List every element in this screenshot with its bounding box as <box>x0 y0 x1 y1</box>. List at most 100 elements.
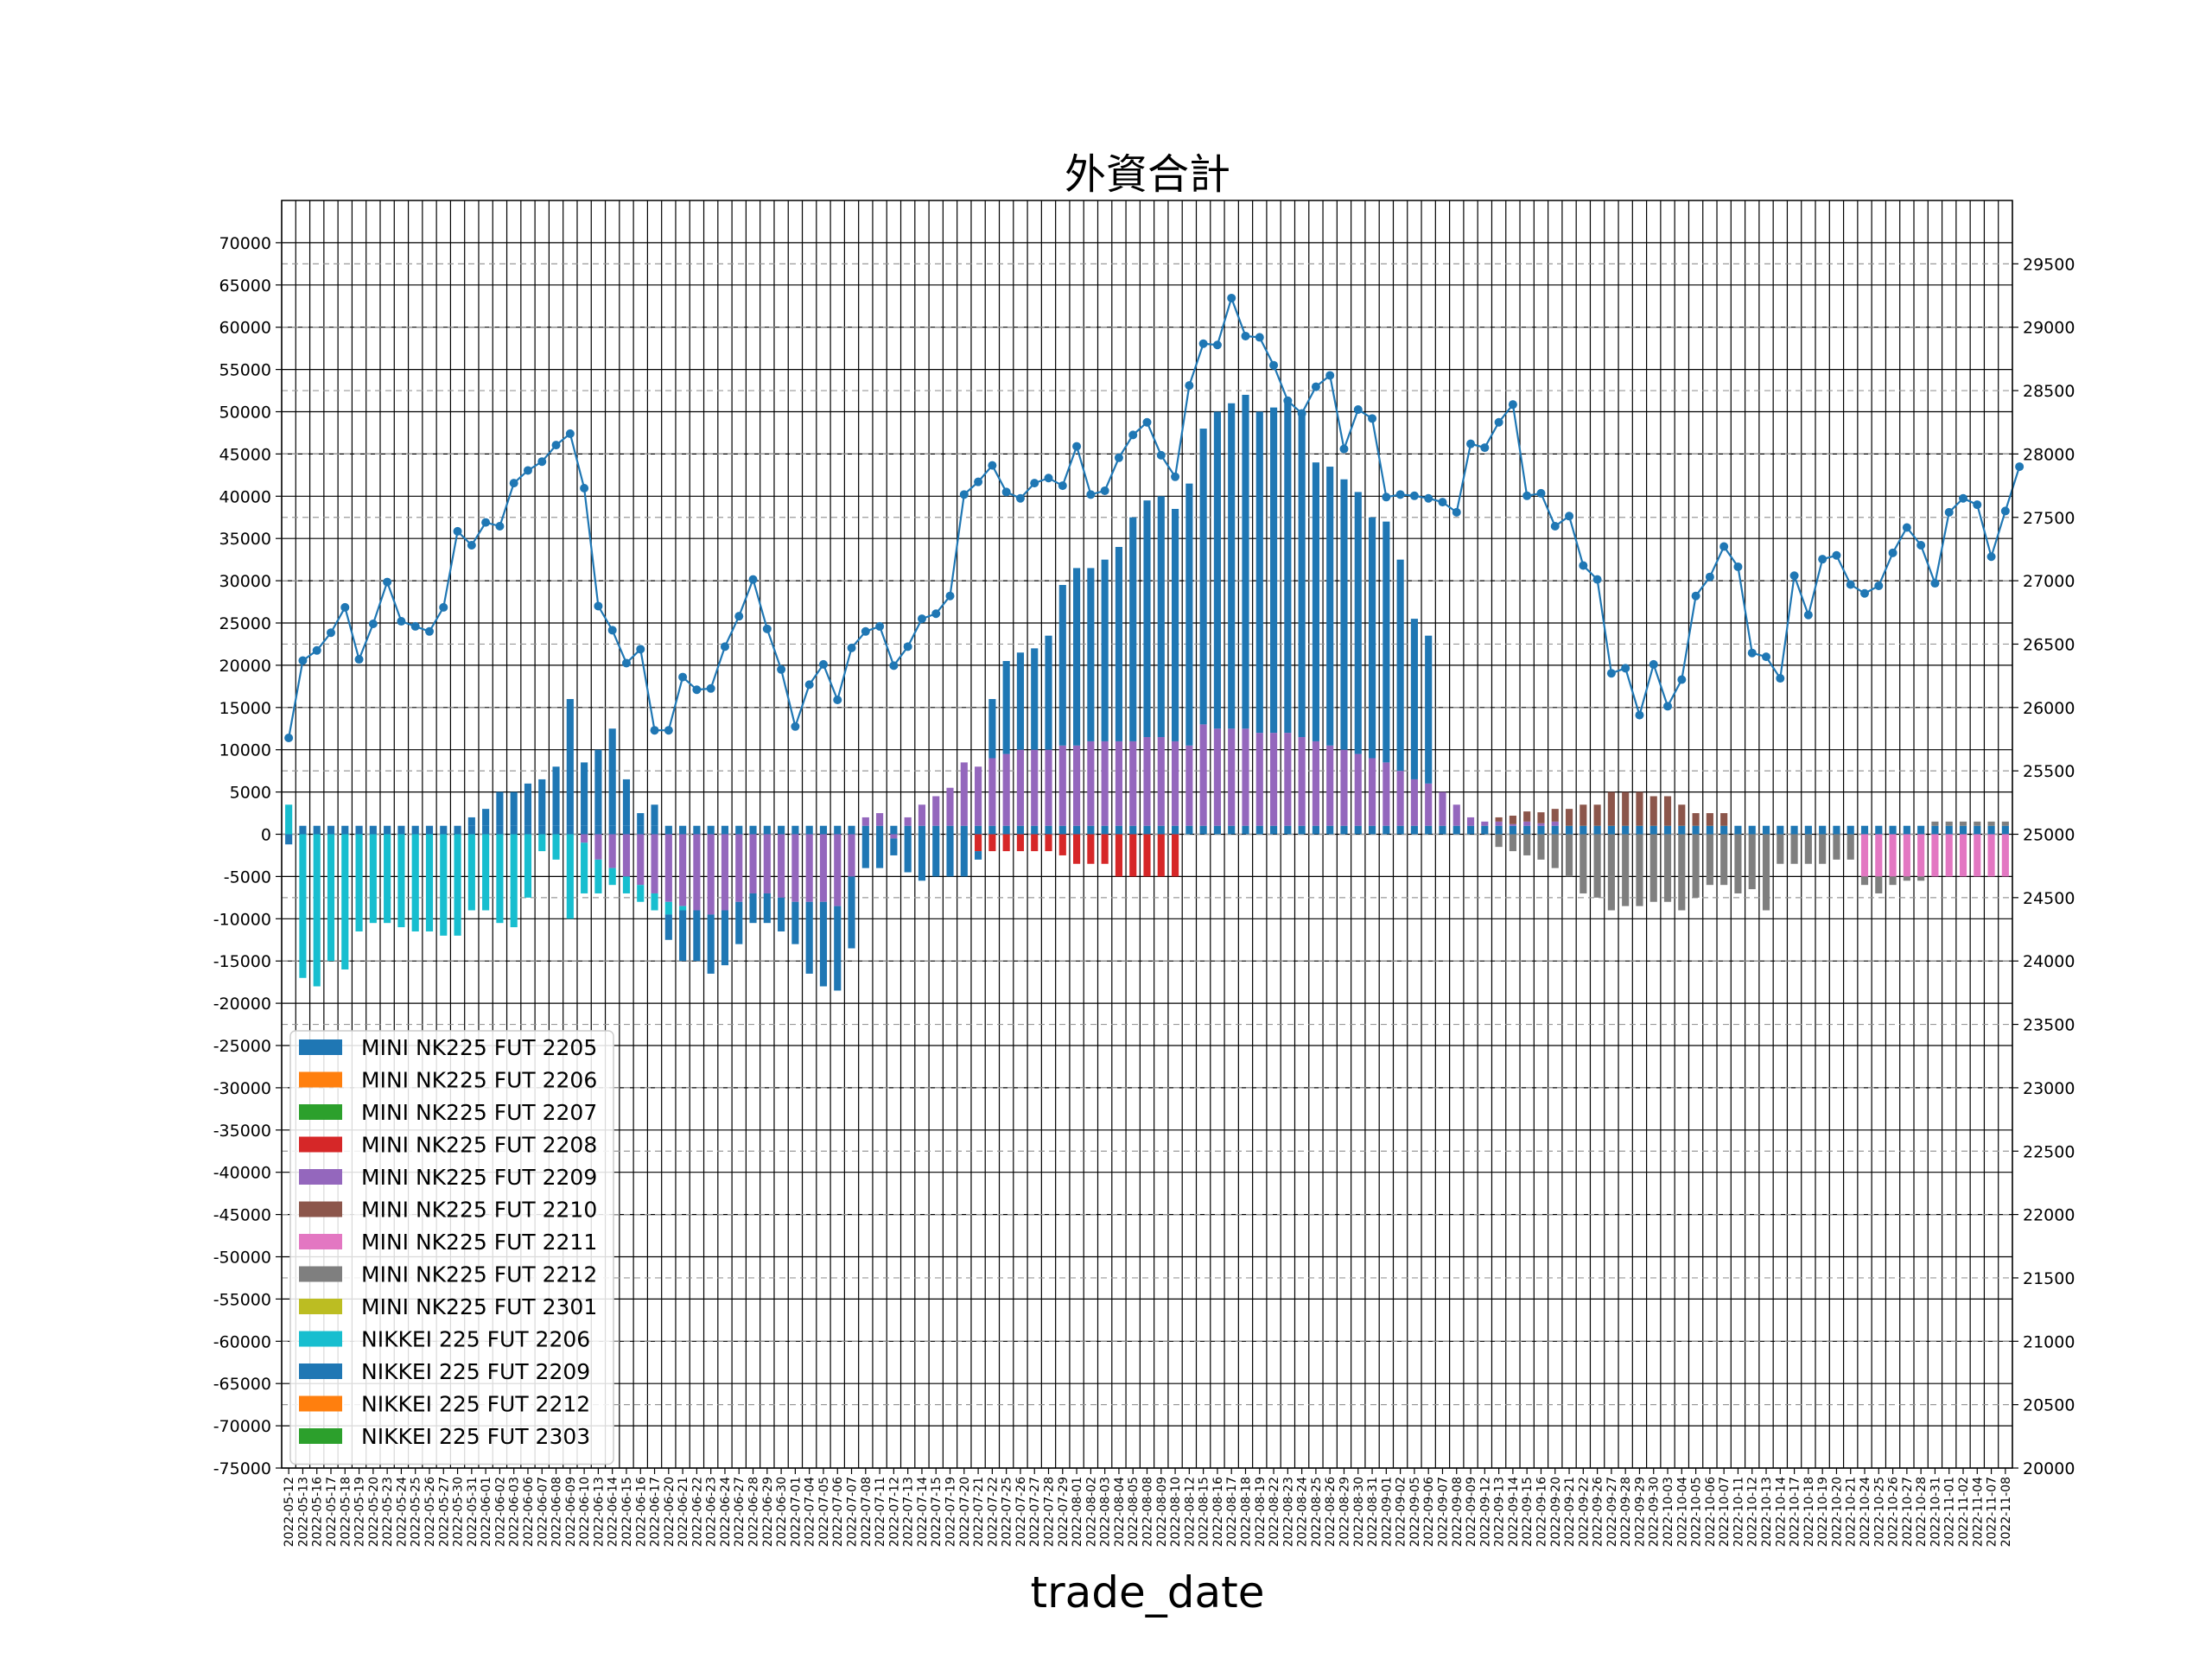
bar-segment <box>1903 825 1910 835</box>
legend-label: NIKKEI 225 FUT 2209 <box>361 1359 590 1384</box>
bar-segment <box>1087 568 1095 741</box>
price-line <box>288 295 2021 739</box>
bar-segment <box>622 876 631 893</box>
bar-segment <box>1382 825 1390 835</box>
line-point <box>1986 552 1996 562</box>
bar-segment <box>524 825 532 835</box>
x-tick-label: 2022-09-08 <box>1451 1477 1465 1547</box>
legend-label: NIKKEI 225 FUT 2303 <box>361 1424 590 1449</box>
line-point <box>1959 493 1968 503</box>
bar-segment <box>1509 825 1516 835</box>
line-point <box>439 602 448 612</box>
x-tick-label: 2022-10-06 <box>1704 1477 1718 1547</box>
line-point <box>1395 490 1405 499</box>
bar-segment <box>1466 817 1475 826</box>
bar-segment <box>1171 508 1179 741</box>
legend-label: MINI NK225 FUT 2208 <box>361 1133 597 1158</box>
bar-segment <box>1663 825 1672 835</box>
bar-segment <box>778 897 785 931</box>
bar-segment <box>1073 825 1081 835</box>
x-tick-label: 2022-10-13 <box>1760 1477 1774 1547</box>
bar-segment <box>890 825 898 835</box>
x-tick-label: 2022-07-25 <box>1001 1477 1014 1547</box>
line-point <box>1705 572 1714 582</box>
bar-segment <box>946 834 954 877</box>
bar-segment <box>2001 834 2009 877</box>
x-tick-label: 2022-06-01 <box>480 1477 493 1547</box>
x-tick-label: 2022-07-15 <box>930 1477 944 1547</box>
bar-segment <box>1255 733 1263 826</box>
x-tick-label: 2022-05-20 <box>367 1477 381 1547</box>
bar-segment <box>904 834 912 873</box>
line-point <box>1185 381 1194 391</box>
y2-tick-label: 22500 <box>2023 1142 2075 1161</box>
price-line-series <box>284 293 2024 743</box>
line-point <box>565 429 575 438</box>
x-tick-label: 2022-10-18 <box>1802 1477 1816 1547</box>
bar-segment <box>1495 817 1503 822</box>
line-point <box>1579 561 1588 570</box>
line-point <box>1691 591 1700 601</box>
bar-segment <box>622 779 631 826</box>
x-tick-label: 2022-09-22 <box>1577 1477 1591 1547</box>
x-tick-label: 2022-07-07 <box>846 1477 860 1547</box>
line-point <box>791 721 800 731</box>
bar-segment <box>1002 825 1010 835</box>
bar-segment <box>1269 825 1278 835</box>
x-tick-label: 2022-05-27 <box>437 1477 451 1547</box>
bar-segment <box>1987 821 1995 826</box>
bar-segment <box>1101 741 1109 826</box>
bar-segment <box>876 813 884 826</box>
bar-segment <box>1833 834 1840 860</box>
bar-segment <box>1593 834 1601 898</box>
x-tick-label: 2022-05-17 <box>325 1477 339 1547</box>
bar-segment <box>1649 834 1657 902</box>
bar-segment <box>1255 825 1263 835</box>
x-tick-label: 2022-10-04 <box>1675 1477 1689 1547</box>
line-point <box>917 614 926 624</box>
x-tick-label: 2022-10-12 <box>1746 1477 1760 1547</box>
bar-segment <box>1087 834 1095 864</box>
y-tick-label: 15000 <box>219 699 271 718</box>
bar-segment <box>1242 728 1249 826</box>
bar-segment <box>285 834 293 845</box>
x-tick-label: 2022-05-26 <box>423 1477 437 1547</box>
bar-segment <box>1903 834 1910 877</box>
legend-label: MINI NK225 FUT 2207 <box>361 1100 597 1125</box>
bar-segment <box>1762 825 1770 835</box>
bar-segment <box>1945 834 1953 877</box>
bar-segment <box>1692 813 1700 826</box>
y2-tick-label: 21000 <box>2023 1332 2075 1351</box>
line-point <box>1902 523 1911 532</box>
bar-segment <box>805 825 813 835</box>
bar-segment <box>1016 825 1025 835</box>
bar-segment <box>1269 407 1278 734</box>
line-point <box>1438 498 1447 507</box>
bar-segment <box>1565 809 1573 826</box>
y2-tick-label: 20000 <box>2023 1459 2075 1478</box>
bar-segment <box>1959 834 1967 877</box>
y-tick-label: 20000 <box>219 657 271 676</box>
bar-segment <box>1368 758 1376 826</box>
x-tick-label: 2022-10-21 <box>1845 1477 1859 1547</box>
legend-swatch <box>299 1169 342 1185</box>
bar-segment <box>735 825 743 835</box>
line-point <box>1522 491 1532 500</box>
bar-segment <box>1340 749 1348 826</box>
bar-segment <box>848 834 855 877</box>
bar-segment <box>679 910 687 962</box>
x-tick-label: 2022-08-19 <box>1254 1477 1268 1547</box>
y-tick-label: -55000 <box>213 1290 271 1309</box>
bar-segment <box>1045 749 1052 826</box>
bar-segment <box>749 834 757 893</box>
line-point <box>692 685 702 695</box>
bar-segment <box>693 825 701 835</box>
x-tick-label: 2022-06-20 <box>663 1477 677 1547</box>
line-point <box>777 664 786 674</box>
bar-segment <box>1087 741 1095 826</box>
bar-segment <box>411 825 419 835</box>
line-point <box>1382 493 1391 502</box>
line-point <box>1466 439 1476 448</box>
line-point <box>1649 659 1658 669</box>
line-point <box>1776 674 1785 683</box>
